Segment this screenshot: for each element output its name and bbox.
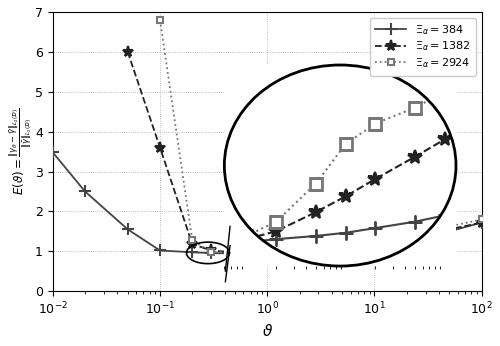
$\Xi_\alpha = 2924$ (190, 238, 196, 242)
$\Xi_\alpha = 384$ (208, 251, 214, 255)
$\Xi_\alpha = 384$ (264, 252, 270, 256)
$\Xi_\alpha = 384$ (478, 220, 484, 225)
$\Xi_\alpha = 1382$ (208, 248, 214, 253)
X-axis label: $\vartheta$: $\vartheta$ (262, 323, 273, 339)
$\Xi_\alpha = 2924$ (296, 251, 302, 255)
$\Xi_\alpha = 2924$ (339, 246, 345, 250)
$\Xi_\alpha = 384$ (124, 227, 130, 231)
$\Xi_\alpha = 384$ (339, 248, 345, 252)
$\Xi_\alpha = 1382$ (232, 251, 238, 255)
Y-axis label: $E(\vartheta) = \frac{\|\gamma_\vartheta - \bar{\gamma}\|_{L_2(\mathcal{D})}}{\|: $E(\vartheta) = \frac{\|\gamma_\vartheta… (7, 108, 34, 195)
$\Xi_\alpha = 2924$ (232, 251, 238, 255)
$\Xi_\alpha = 1382$ (190, 242, 196, 246)
$\Xi_\alpha = 384$ (404, 238, 410, 242)
$\Xi_\alpha = 384$ (190, 250, 196, 254)
$\Xi_\alpha = 384$ (157, 248, 163, 253)
Line: $\Xi_\alpha = 384$: $\Xi_\alpha = 384$ (47, 147, 488, 259)
$\Xi_\alpha = 384$ (82, 189, 88, 193)
$\Xi_\alpha = 1382$ (124, 50, 130, 54)
$\Xi_\alpha = 1382$ (157, 146, 163, 150)
$\Xi_\alpha = 384$ (50, 150, 56, 154)
$\Xi_\alpha = 2924$ (157, 18, 163, 22)
$\Xi_\alpha = 384$ (232, 252, 238, 256)
$\Xi_\alpha = 2924$ (264, 252, 270, 256)
Legend: $\Xi_\alpha = 384$, $\Xi_\alpha = 1382$, $\Xi_\alpha = 2924$: $\Xi_\alpha = 384$, $\Xi_\alpha = 1382$,… (370, 18, 476, 75)
$\Xi_\alpha = 384$ (372, 244, 378, 248)
Line: $\Xi_\alpha = 2924$: $\Xi_\alpha = 2924$ (156, 17, 485, 257)
$\Xi_\alpha = 2924$ (478, 217, 484, 221)
Line: $\Xi_\alpha = 1382$: $\Xi_\alpha = 1382$ (122, 46, 488, 259)
$\Xi_\alpha = 1382$ (339, 247, 345, 251)
$\Xi_\alpha = 2924$ (446, 225, 452, 229)
$\Xi_\alpha = 2924$ (372, 239, 378, 243)
$\Xi_\alpha = 1382$ (446, 227, 452, 231)
$\Xi_\alpha = 384$ (446, 229, 452, 234)
$\Xi_\alpha = 384$ (296, 251, 302, 255)
$\Xi_\alpha = 1382$ (264, 252, 270, 256)
$\Xi_\alpha = 2924$ (404, 233, 410, 237)
$\Xi_\alpha = 1382$ (404, 236, 410, 240)
$\Xi_\alpha = 1382$ (372, 242, 378, 246)
$\Xi_\alpha = 2924$ (208, 250, 214, 254)
$\Xi_\alpha = 1382$ (478, 220, 484, 225)
$\Xi_\alpha = 1382$ (296, 251, 302, 255)
